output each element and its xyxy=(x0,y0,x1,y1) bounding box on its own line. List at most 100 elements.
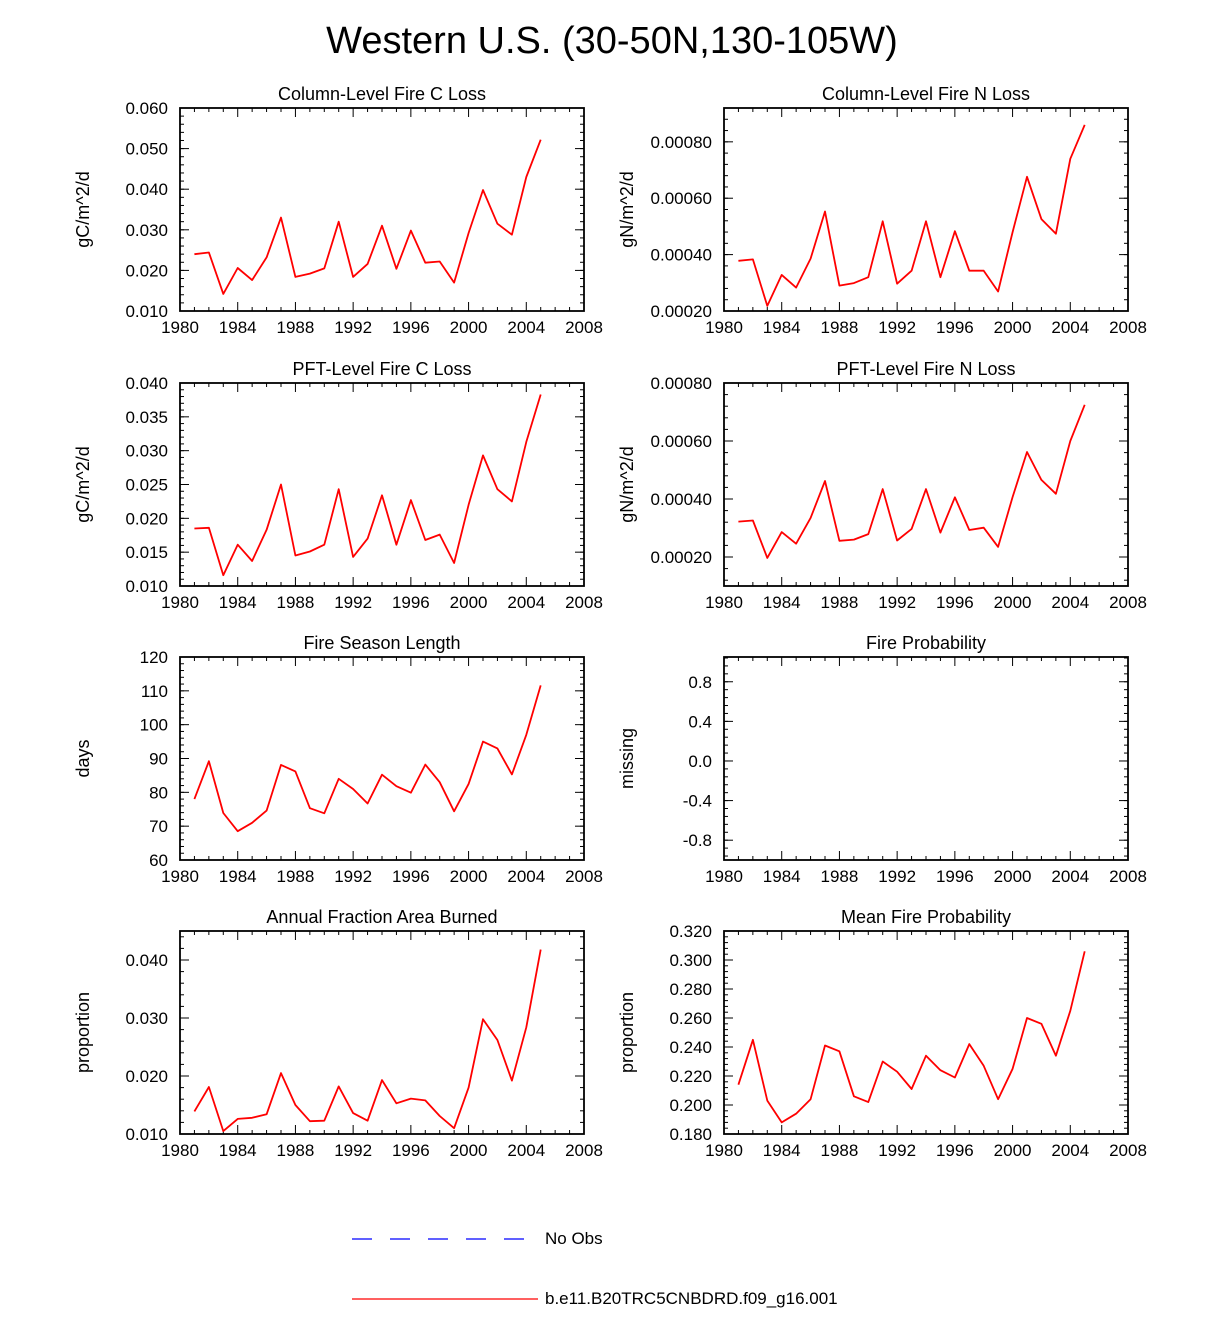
plot-frame xyxy=(179,930,585,1135)
x-tick-label: 1992 xyxy=(334,867,372,886)
y-tick-label: 110 xyxy=(141,682,168,701)
y-tick-label: 0.020 xyxy=(125,261,168,280)
x-tick-label: 2004 xyxy=(507,318,545,337)
y-tick-label: 0.260 xyxy=(669,1009,712,1028)
x-tick-label: 1992 xyxy=(334,318,372,337)
x-tick-label: 2000 xyxy=(994,318,1032,337)
y-tick-label: 0.010 xyxy=(125,577,168,596)
x-tick-label: 2004 xyxy=(507,1141,545,1160)
x-tick-label: 1992 xyxy=(878,867,916,886)
y-tick-label: 0.060 xyxy=(125,99,168,118)
plot-frame xyxy=(723,382,1129,587)
x-tick-label: 1984 xyxy=(219,867,257,886)
y-tick-label: 0.00040 xyxy=(651,490,712,509)
series-line xyxy=(194,394,542,577)
x-tick-label: 1996 xyxy=(392,867,430,886)
x-tick-label: 1988 xyxy=(821,593,859,612)
y-tick-label: 120 xyxy=(140,648,168,667)
x-tick-label: 1988 xyxy=(277,593,315,612)
chart-title: Mean Fire Probability xyxy=(841,907,1011,927)
chart-pft-level-fire-n-loss: 1980 1984 1988 1992 1996 2000 2004 2008 0.00020 0… xyxy=(617,359,1147,612)
y-axis-label: gC/m^2/d xyxy=(73,446,93,522)
x-tick-label: 2000 xyxy=(450,867,488,886)
y-tick-label: 0.030 xyxy=(125,221,168,240)
x-tick-label: 1980 xyxy=(705,867,743,886)
y-axis-label: days xyxy=(73,739,93,777)
x-tick-label: 2000 xyxy=(994,867,1032,886)
x-tick-label: 1980 xyxy=(705,318,743,337)
y-axis-label: missing xyxy=(617,728,637,789)
chart-title: PFT-Level Fire N Loss xyxy=(836,359,1015,379)
x-tick-label: 1984 xyxy=(219,318,257,337)
chart-pft-level-fire-c-loss: 1980 1984 1988 1992 1996 2000 2004 2008 0.010 0.0… xyxy=(73,359,603,612)
x-tick-label: 1984 xyxy=(763,593,801,612)
series-line xyxy=(737,951,1086,1124)
y-axis-label: proportion xyxy=(73,992,93,1073)
x-tick-label: 2004 xyxy=(1051,867,1089,886)
legend-label-model: b.e11.B20TRC5CNBDRD.f09_g16.001 xyxy=(545,1289,838,1308)
x-tick-label: 1984 xyxy=(219,593,257,612)
y-tick-label: 0.040 xyxy=(125,374,168,393)
x-tick-label: 2008 xyxy=(565,1141,603,1160)
x-tick-label: 1988 xyxy=(277,318,315,337)
x-tick-label: 1980 xyxy=(161,1141,199,1160)
chart-annual-fraction-area-burned: 1980 1984 1988 1992 1996 2000 2004 2008 0.010 0.0… xyxy=(73,907,603,1160)
series-line xyxy=(738,404,1086,559)
chart-column-level-fire-n-loss: 1980 1984 1988 1992 1996 2000 2004 2008 0.00020 0… xyxy=(617,84,1147,337)
x-tick-label: 1988 xyxy=(821,1141,859,1160)
x-tick-label: 1992 xyxy=(334,1141,372,1160)
x-tick-label: 1992 xyxy=(878,318,916,337)
legend-item-no-obs: No Obs xyxy=(350,1227,603,1251)
y-tick-label: 80 xyxy=(149,783,168,802)
series-line xyxy=(738,124,1086,307)
legend-swatch-dashed xyxy=(352,1238,532,1240)
y-tick-label: 0.015 xyxy=(125,543,168,562)
chart-fire-season-length: 1980 1984 1988 1992 1996 2000 2004 2008 60 70 80 90… xyxy=(73,633,603,886)
y-tick-label: -0.4 xyxy=(683,792,712,811)
x-tick-label: 1980 xyxy=(161,318,199,337)
x-tick-label: 1980 xyxy=(161,593,199,612)
y-tick-label: 0.030 xyxy=(125,1009,168,1028)
y-tick-label: 100 xyxy=(140,716,168,735)
y-tick-label: 0.200 xyxy=(669,1096,712,1115)
x-tick-label: 2000 xyxy=(450,1141,488,1160)
y-tick-label: 0.180 xyxy=(669,1125,712,1144)
x-tick-label: 1996 xyxy=(936,1141,974,1160)
y-tick-label: 0.050 xyxy=(125,140,168,159)
chart-title: Fire Probability xyxy=(866,633,986,653)
x-tick-label: 1984 xyxy=(763,867,801,886)
y-tick-label: 0.00020 xyxy=(651,548,712,567)
chart-title: Column-Level Fire C Loss xyxy=(278,84,486,104)
y-axis-label: gN/m^2/d xyxy=(617,446,637,522)
y-tick-label: 60 xyxy=(149,851,168,870)
y-tick-label: -0.8 xyxy=(683,831,712,850)
y-axis-label: proportion xyxy=(617,992,637,1073)
y-tick-label: 0.040 xyxy=(125,951,168,970)
x-tick-label: 1980 xyxy=(705,593,743,612)
y-tick-label: 0.020 xyxy=(125,1067,168,1086)
x-tick-label: 2008 xyxy=(1109,593,1147,612)
x-tick-label: 1992 xyxy=(878,593,916,612)
x-tick-label: 2008 xyxy=(565,593,603,612)
x-tick-label: 2008 xyxy=(565,867,603,886)
y-tick-label: 0.00040 xyxy=(651,246,712,265)
x-tick-label: 1988 xyxy=(277,867,315,886)
x-tick-label: 2004 xyxy=(507,593,545,612)
y-tick-label: 0.00060 xyxy=(651,189,712,208)
x-tick-label: 1996 xyxy=(936,593,974,612)
y-tick-label: 0.300 xyxy=(669,951,712,970)
x-tick-label: 1984 xyxy=(219,1141,257,1160)
x-tick-label: 1992 xyxy=(878,1141,916,1160)
legend-swatch-solid xyxy=(352,1298,538,1300)
x-tick-label: 1996 xyxy=(392,318,430,337)
y-tick-label: 0.030 xyxy=(125,442,168,461)
plot-frame xyxy=(723,930,1129,1135)
y-tick-label: 0.240 xyxy=(669,1038,712,1057)
y-tick-label: 0.320 xyxy=(669,922,712,941)
y-tick-label: 0.035 xyxy=(125,408,168,427)
chart-title: PFT-Level Fire C Loss xyxy=(292,359,471,379)
series-line xyxy=(193,949,542,1132)
y-tick-label: 70 xyxy=(149,817,168,836)
chart-fire-probability: 1980 1984 1988 1992 1996 2000 2004 2008 -0.8 -0.4… xyxy=(617,633,1147,886)
